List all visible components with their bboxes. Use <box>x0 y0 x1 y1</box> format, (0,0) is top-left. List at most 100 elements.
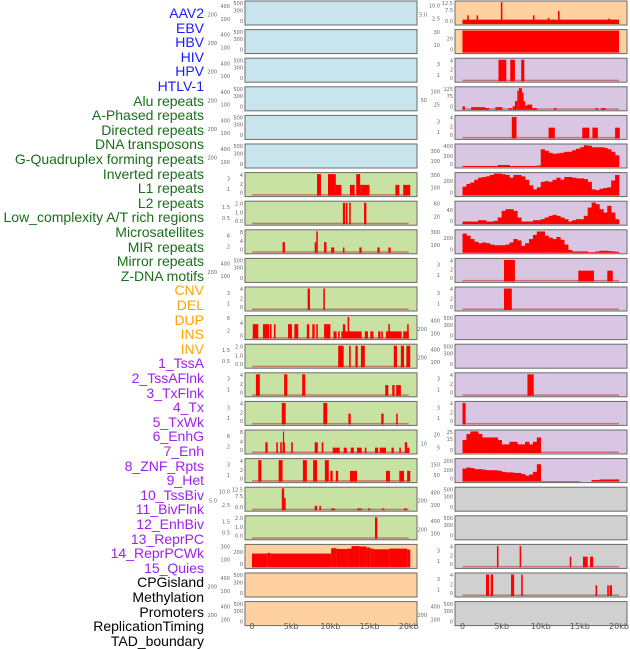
y-tick-label: 0 <box>450 505 453 511</box>
y-tick-label: 4 <box>240 373 243 379</box>
bar <box>532 189 538 196</box>
bar <box>548 481 553 482</box>
row-label: DUP <box>174 311 204 328</box>
y-tick-label: 3 <box>437 377 440 383</box>
y-tick-label: 8 <box>240 430 243 436</box>
y-tick-label: 0 <box>450 105 453 111</box>
y-tick-label: 20 <box>434 433 440 439</box>
y-tick-label: 200 <box>417 356 427 362</box>
bar <box>350 447 354 453</box>
baseline <box>252 537 409 539</box>
y-tick-label: 100 <box>430 89 440 95</box>
bar <box>335 184 342 196</box>
bar <box>349 345 351 368</box>
y-tick-label: 400 <box>430 347 440 353</box>
y-tick-label: 100 <box>430 243 440 249</box>
y-tick-label: 1.0 <box>235 353 243 359</box>
bar <box>509 441 514 453</box>
row-label: 5_TxWk <box>152 413 204 430</box>
bar <box>587 252 592 253</box>
y-tick-label: 1.5 <box>222 348 230 354</box>
bar <box>505 472 510 482</box>
bar <box>393 345 397 368</box>
y-tick-label: 200 <box>207 156 217 162</box>
baseline <box>252 451 409 453</box>
row-label: Alu repeats <box>133 92 204 109</box>
y-tick-label: 2 <box>240 468 243 474</box>
y-tick-label: 300 <box>233 37 243 43</box>
bar <box>611 479 616 482</box>
y-tick-label: 4 <box>450 573 453 579</box>
bar <box>560 217 565 225</box>
bar <box>607 479 612 482</box>
bar <box>525 243 530 253</box>
y-tick-label: 2.5 <box>222 503 230 509</box>
y-tick-label: 0.5 <box>222 530 230 536</box>
bar <box>392 385 395 396</box>
row-label: INV <box>180 340 204 357</box>
y-tick-label: 0 <box>450 219 453 225</box>
bar <box>583 215 588 225</box>
bar <box>564 177 569 196</box>
bar <box>335 470 339 482</box>
x-tick-label: 10kb <box>320 622 340 630</box>
y-tick-label: 0 <box>240 305 243 311</box>
y-tick-label: 4 <box>450 545 453 551</box>
y-tick-label: 3 <box>437 548 440 554</box>
y-tick-label: 0 <box>240 47 243 53</box>
y-tick-label: 100 <box>430 503 440 509</box>
bar <box>569 556 572 568</box>
y-tick-label: 1 <box>437 73 440 79</box>
bar <box>485 243 491 253</box>
bar <box>587 145 592 167</box>
bar <box>501 444 506 453</box>
bar <box>349 470 357 482</box>
bar <box>615 479 620 482</box>
bar <box>572 150 577 167</box>
bar <box>314 242 317 253</box>
bar <box>518 88 522 110</box>
y-tick-label: 200 <box>443 459 453 465</box>
bar <box>497 470 502 482</box>
panel-left-10 <box>244 286 418 312</box>
bar <box>373 549 390 568</box>
bar <box>364 331 368 339</box>
bar <box>575 481 581 482</box>
bar <box>302 460 307 482</box>
bar <box>564 481 569 482</box>
y-tick-label: 2 <box>227 244 230 250</box>
y-tick-label: 10 <box>434 43 440 49</box>
bar <box>607 187 612 196</box>
bar <box>370 548 374 568</box>
bar <box>517 444 522 453</box>
y-tick-label: 100 <box>220 274 230 280</box>
bar <box>306 324 310 339</box>
row-label: HBV <box>175 34 204 51</box>
y-tick-label: 50 <box>421 98 427 104</box>
bar <box>544 481 549 482</box>
bar <box>568 221 573 225</box>
row-label: 2_TssAFlnk <box>131 370 204 386</box>
y-tick-label: 125 <box>443 87 453 93</box>
bar <box>474 241 479 253</box>
y-tick-label: 0 <box>240 133 243 139</box>
bar <box>462 440 467 453</box>
bar <box>395 184 400 196</box>
baseline <box>462 394 619 396</box>
bar <box>521 245 526 253</box>
y-tick-label: 3 <box>227 177 230 183</box>
bar <box>485 574 490 596</box>
y-tick-label: 300 <box>233 123 243 129</box>
y-tick-label: 500 <box>443 344 453 350</box>
bar <box>399 470 404 482</box>
y-tick-label: 400 <box>220 61 230 67</box>
y-tick-label: 0 <box>240 333 243 339</box>
bar <box>582 127 590 139</box>
row-label: 15_Quies <box>144 559 204 576</box>
panel-left-2 <box>244 57 418 83</box>
y-tick-label: 0 <box>240 391 243 397</box>
y-tick-label: 500 <box>233 602 243 608</box>
y-tick-label: 100 <box>220 160 230 166</box>
y-tick-label: 0 <box>450 591 453 597</box>
y-tick-label: 0 <box>240 19 243 25</box>
